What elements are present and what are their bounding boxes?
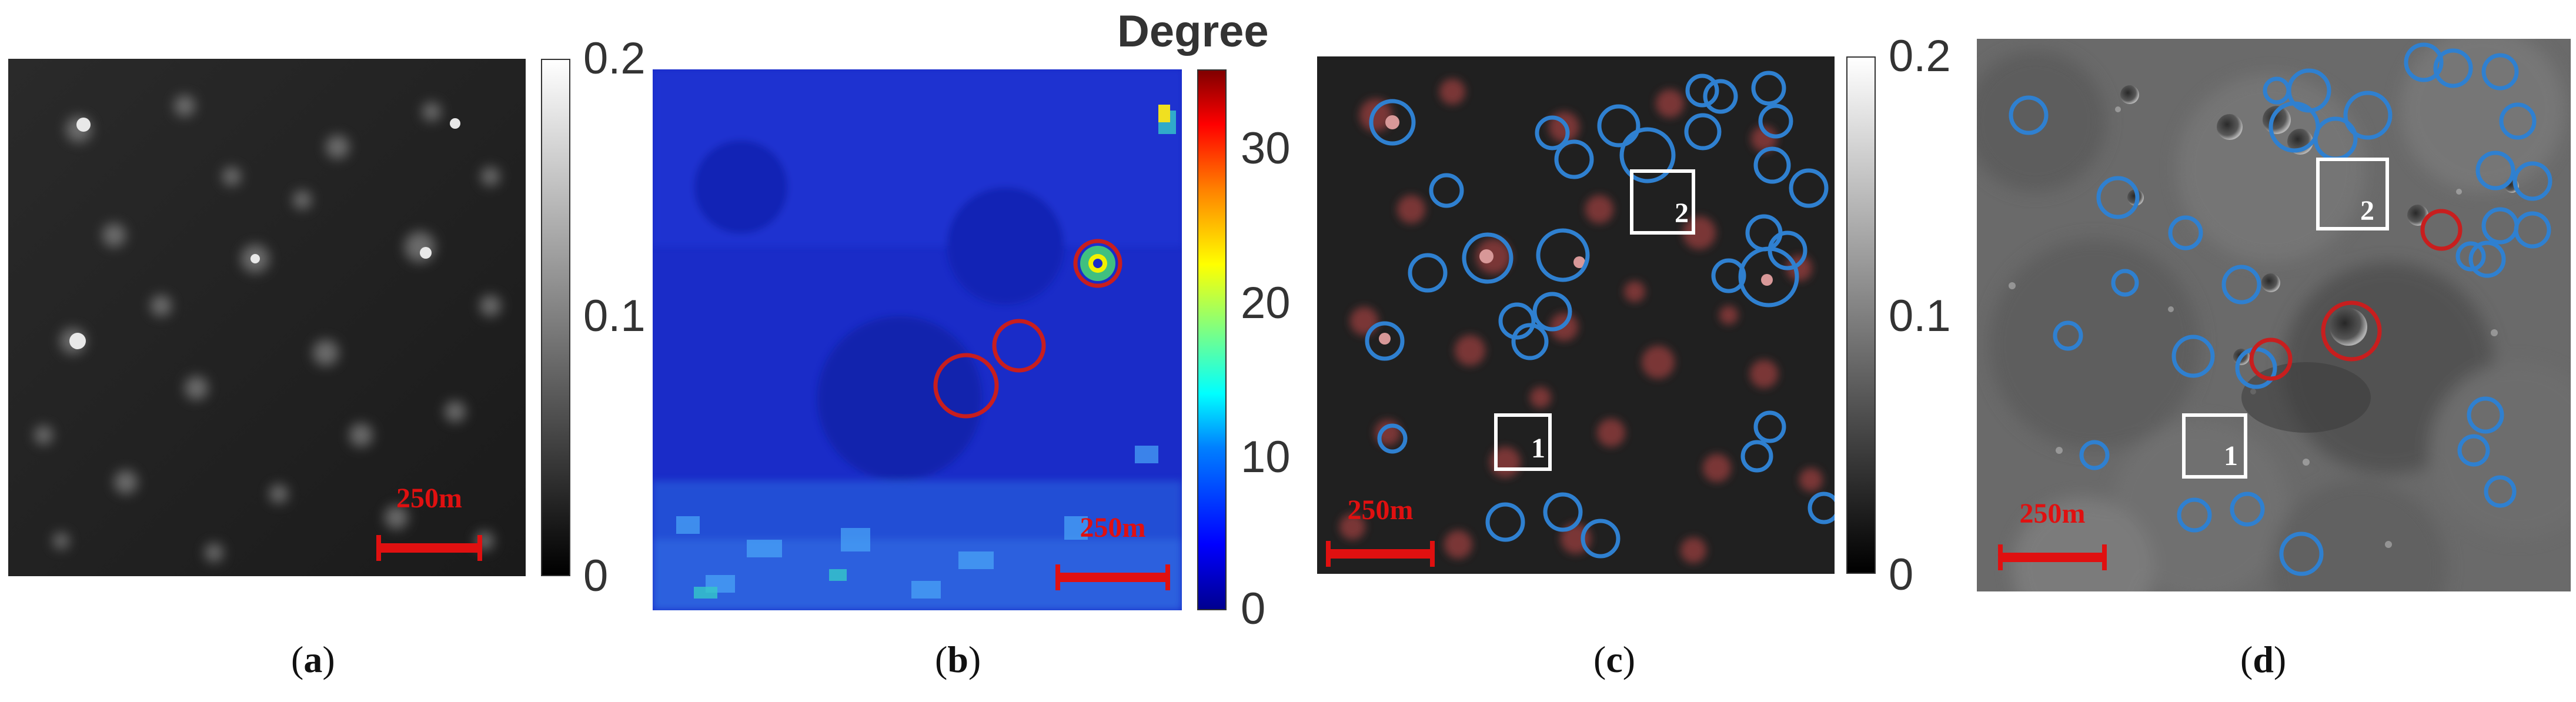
panel-d-scale-line	[1998, 544, 2107, 570]
panel-a-scale-bar: 250m	[376, 482, 482, 561]
colorbar-jet-title: Degree	[1117, 6, 1269, 56]
colorbar-gray-1-tick-top: 0.2	[583, 34, 646, 83]
panel-c-box-2-label: 2	[1675, 198, 1689, 229]
panel-c-image: 2 1	[1317, 56, 1835, 574]
caption-d: (d)	[2240, 639, 2287, 680]
panel-d-image: 2 1	[1977, 39, 2571, 591]
caption-a: (a)	[291, 639, 335, 680]
colorbar-jet-tick-10: 10	[1241, 432, 1291, 482]
colorbar-gray-1-tick-mid: 0.1	[583, 291, 646, 341]
colorbar-jet-tick-0: 0	[1241, 584, 1266, 634]
colorbar-jet	[1197, 69, 1227, 610]
colorbar-gray-2	[1846, 56, 1876, 574]
caption-c-letter: c	[1606, 639, 1623, 680]
colorbar-gray-2-tick-top: 0.2	[1889, 31, 1951, 81]
panel-b-scale-label: 250m	[1080, 512, 1146, 543]
panel-b-scale-bar: 250m	[1055, 512, 1170, 590]
panel-d-scale-label: 250m	[2019, 498, 2086, 529]
panel-a-scale-label: 250m	[396, 483, 462, 514]
caption-b-letter: b	[947, 639, 968, 680]
panel-a-scale-line	[376, 535, 482, 561]
colorbar-gray-2-tick-mid: 0.1	[1889, 291, 1951, 341]
caption-d-letter: d	[2253, 639, 2274, 680]
panel-c-scale-bar: 250m	[1326, 494, 1435, 567]
caption-a-letter: a	[303, 639, 323, 680]
colorbar-jet-tick-30: 30	[1241, 123, 1291, 173]
caption-b: (b)	[935, 639, 981, 680]
panel-c-scale-line	[1326, 541, 1435, 567]
panel-d-box-2-label: 2	[2360, 195, 2374, 226]
panel-c-box-1-label: 1	[1531, 433, 1545, 464]
colorbar-gray-1	[541, 59, 570, 576]
colorbar-gray-1-tick-bottom: 0	[583, 551, 609, 601]
panel-d-box-1-label: 1	[2224, 440, 2238, 472]
panel-b-scale-line	[1055, 564, 1170, 590]
panel-d-scale-bar: 250m	[1998, 497, 2107, 570]
caption-c: (c)	[1593, 639, 1636, 680]
panel-a-image	[8, 59, 526, 576]
panel-b-image	[653, 69, 1182, 610]
panel-c-scale-label: 250m	[1347, 494, 1414, 526]
colorbar-jet-tick-20: 20	[1241, 278, 1291, 328]
colorbar-gray-2-tick-bottom: 0	[1889, 550, 1914, 600]
